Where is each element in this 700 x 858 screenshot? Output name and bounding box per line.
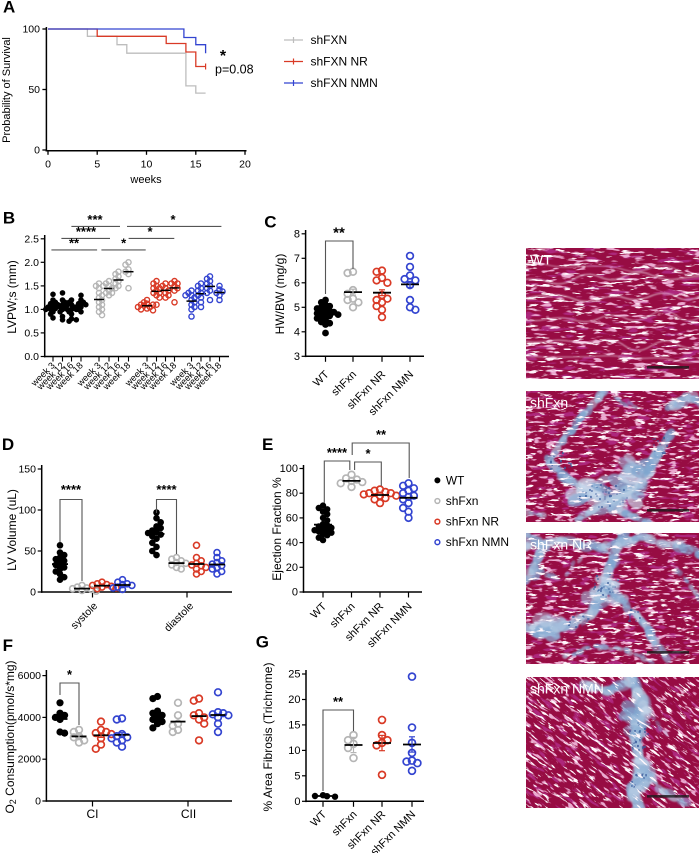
svg-text:6: 6 bbox=[294, 277, 300, 289]
svg-text:8: 8 bbox=[294, 228, 300, 240]
svg-text:*: * bbox=[365, 446, 371, 461]
svg-text:*: * bbox=[121, 235, 127, 250]
svg-text:F: F bbox=[3, 636, 13, 655]
svg-text:2.5: 2.5 bbox=[24, 233, 39, 245]
svg-text:50: 50 bbox=[28, 84, 40, 96]
svg-text:weeks: weeks bbox=[129, 174, 162, 186]
svg-text:shFxn: shFxn bbox=[446, 494, 479, 508]
svg-text:shFXN NMN: shFXN NMN bbox=[311, 76, 378, 90]
svg-text:4000: 4000 bbox=[18, 712, 42, 724]
svg-text:3: 3 bbox=[294, 351, 300, 363]
svg-text:1.5: 1.5 bbox=[24, 280, 39, 292]
svg-text:**: ** bbox=[333, 694, 344, 709]
svg-text:****: **** bbox=[76, 224, 97, 239]
svg-text:0: 0 bbox=[35, 796, 41, 808]
svg-text:100: 100 bbox=[280, 463, 298, 475]
svg-text:5: 5 bbox=[294, 770, 300, 782]
svg-text:0: 0 bbox=[34, 145, 40, 157]
svg-text:shFxn NR: shFxn NR bbox=[530, 537, 592, 553]
svg-text:0.5: 0.5 bbox=[24, 327, 39, 339]
svg-text:150: 150 bbox=[18, 464, 36, 476]
svg-text:*: * bbox=[220, 48, 227, 65]
svg-text:60: 60 bbox=[286, 512, 298, 524]
svg-text:*: * bbox=[147, 224, 153, 239]
svg-text:0: 0 bbox=[294, 796, 300, 808]
svg-text:15: 15 bbox=[288, 719, 300, 731]
svg-text:Ejection Fraction %: Ejection Fraction % bbox=[270, 477, 284, 581]
svg-text:****: **** bbox=[327, 445, 348, 460]
svg-text:WT: WT bbox=[446, 473, 465, 487]
svg-text:5: 5 bbox=[94, 159, 100, 171]
svg-text:**: ** bbox=[69, 235, 80, 250]
svg-text:A: A bbox=[3, 0, 15, 17]
svg-text:7: 7 bbox=[294, 253, 300, 265]
svg-text:20: 20 bbox=[288, 694, 300, 706]
svg-text:0: 0 bbox=[30, 587, 36, 599]
svg-text:10: 10 bbox=[288, 745, 300, 757]
svg-text:0.0: 0.0 bbox=[24, 351, 39, 363]
svg-text:****: **** bbox=[156, 482, 177, 497]
svg-text:*: * bbox=[67, 667, 73, 682]
svg-text:4: 4 bbox=[294, 326, 300, 338]
svg-text:Probability of Survival: Probability of Survival bbox=[1, 37, 13, 143]
svg-text:**: ** bbox=[333, 225, 345, 242]
svg-text:shFXN: shFXN bbox=[311, 33, 348, 47]
svg-text:B: B bbox=[3, 208, 15, 227]
svg-text:O2 Consumption(pmol/s*mg): O2 Consumption(pmol/s*mg) bbox=[3, 660, 18, 813]
svg-text:***: *** bbox=[87, 212, 103, 227]
svg-text:20: 20 bbox=[239, 159, 251, 171]
svg-text:50: 50 bbox=[24, 546, 36, 558]
svg-text:LV Volume (uL): LV Volume (uL) bbox=[5, 489, 19, 571]
svg-text:6000: 6000 bbox=[18, 670, 42, 682]
svg-text:2.0: 2.0 bbox=[24, 257, 39, 269]
svg-text:20: 20 bbox=[286, 562, 298, 574]
svg-text:LVPW;s (mm): LVPW;s (mm) bbox=[5, 260, 19, 334]
svg-text:5: 5 bbox=[294, 302, 300, 314]
svg-text:10: 10 bbox=[141, 159, 153, 171]
svg-text:**: ** bbox=[376, 427, 387, 442]
svg-text:80: 80 bbox=[286, 488, 298, 500]
svg-text:40: 40 bbox=[286, 537, 298, 549]
svg-text:0: 0 bbox=[292, 587, 298, 599]
svg-text:shFxn NMN: shFxn NMN bbox=[530, 681, 604, 697]
svg-text:2000: 2000 bbox=[18, 754, 42, 766]
svg-text:0: 0 bbox=[45, 159, 51, 171]
svg-text:shFxn NMN: shFxn NMN bbox=[446, 535, 509, 549]
svg-text:C: C bbox=[264, 212, 276, 231]
svg-text:% Area Fibrosis (Trichrome): % Area Fibrosis (Trichrome) bbox=[261, 663, 275, 812]
svg-text:E: E bbox=[262, 435, 273, 454]
svg-text:p=0.08: p=0.08 bbox=[215, 63, 254, 77]
svg-text:D: D bbox=[2, 435, 14, 454]
svg-text:shFxn: shFxn bbox=[530, 395, 568, 411]
svg-text:G: G bbox=[256, 633, 269, 652]
svg-text:*: * bbox=[170, 212, 176, 227]
svg-text:1.0: 1.0 bbox=[24, 304, 39, 316]
svg-text:shFxn NR: shFxn NR bbox=[446, 515, 500, 529]
svg-text:15: 15 bbox=[190, 159, 202, 171]
svg-text:HW/BW (mg/g): HW/BW (mg/g) bbox=[273, 254, 287, 335]
svg-text:CI: CI bbox=[87, 807, 99, 821]
svg-text:CII: CII bbox=[181, 807, 196, 821]
svg-text:100: 100 bbox=[18, 505, 36, 517]
svg-text:****: **** bbox=[61, 482, 82, 497]
svg-text:25: 25 bbox=[288, 669, 300, 681]
svg-text:shFXN NR: shFXN NR bbox=[311, 55, 369, 69]
svg-text:100: 100 bbox=[22, 24, 40, 36]
svg-text:WT: WT bbox=[530, 252, 552, 268]
